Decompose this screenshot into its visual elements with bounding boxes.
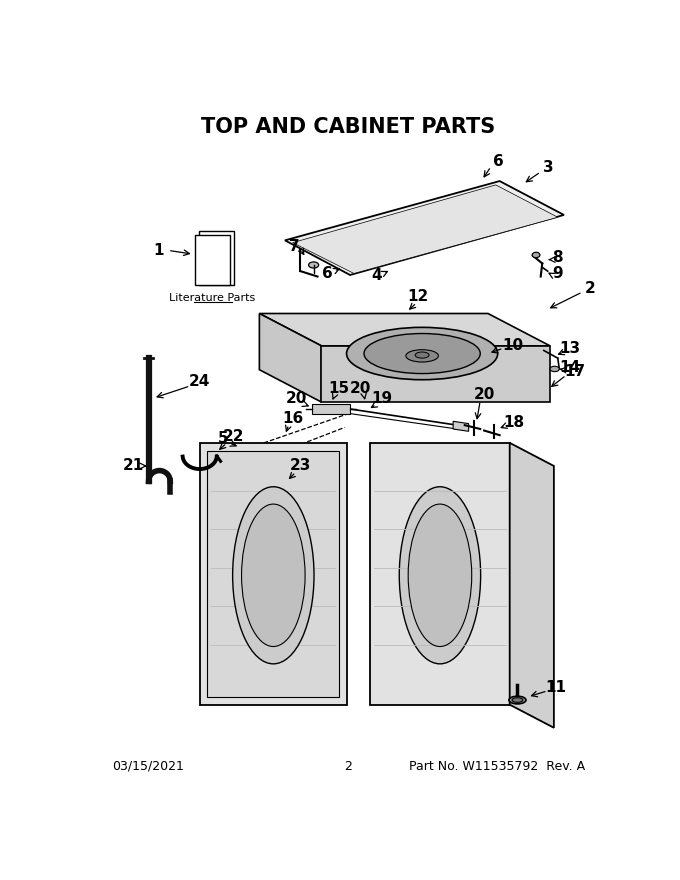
Text: 18: 18 — [503, 415, 524, 430]
Text: 8: 8 — [552, 250, 563, 265]
Text: 5: 5 — [218, 430, 228, 446]
Ellipse shape — [550, 366, 560, 371]
Ellipse shape — [241, 504, 305, 647]
Text: 9: 9 — [552, 266, 563, 281]
Text: 10: 10 — [503, 338, 524, 354]
Polygon shape — [259, 313, 322, 402]
Text: 2: 2 — [585, 282, 596, 297]
Ellipse shape — [233, 487, 314, 664]
Polygon shape — [322, 346, 550, 402]
Polygon shape — [370, 443, 510, 705]
Ellipse shape — [509, 696, 526, 704]
Text: 15: 15 — [328, 381, 349, 397]
Ellipse shape — [532, 253, 540, 258]
Text: Literature Parts: Literature Parts — [169, 293, 255, 303]
Ellipse shape — [512, 698, 523, 702]
Text: 19: 19 — [371, 392, 392, 407]
Ellipse shape — [415, 352, 429, 358]
Text: 7: 7 — [289, 239, 300, 254]
Polygon shape — [292, 185, 558, 274]
Text: 20: 20 — [473, 387, 495, 402]
Polygon shape — [510, 443, 554, 728]
Polygon shape — [312, 405, 350, 414]
Polygon shape — [453, 422, 469, 431]
Text: TOP AND CABINET PARTS: TOP AND CABINET PARTS — [201, 117, 496, 137]
Text: 4: 4 — [371, 268, 381, 282]
Polygon shape — [199, 231, 234, 285]
Ellipse shape — [406, 349, 439, 362]
Text: 2: 2 — [345, 759, 352, 773]
Polygon shape — [195, 235, 230, 285]
Text: 17: 17 — [564, 363, 585, 378]
Text: 12: 12 — [407, 289, 429, 304]
Polygon shape — [285, 181, 564, 275]
Text: 13: 13 — [560, 341, 581, 356]
Text: 14: 14 — [560, 360, 581, 375]
Text: 3: 3 — [543, 159, 554, 175]
Ellipse shape — [399, 487, 481, 664]
Text: 22: 22 — [223, 429, 245, 444]
Text: 20: 20 — [286, 392, 307, 407]
Text: 16: 16 — [282, 411, 303, 426]
Polygon shape — [207, 451, 339, 697]
Polygon shape — [200, 443, 347, 705]
Text: 21: 21 — [122, 458, 143, 473]
Text: 24: 24 — [189, 374, 210, 389]
Text: 6: 6 — [322, 266, 333, 281]
Text: 23: 23 — [290, 458, 311, 473]
Text: 03/15/2021: 03/15/2021 — [112, 759, 184, 773]
Text: 1: 1 — [154, 243, 164, 258]
Text: Part No. W11535792  Rev. A: Part No. W11535792 Rev. A — [409, 759, 585, 773]
Text: 20: 20 — [350, 381, 371, 397]
Polygon shape — [259, 313, 550, 346]
Text: 11: 11 — [546, 680, 566, 695]
Ellipse shape — [408, 504, 472, 647]
Ellipse shape — [309, 262, 319, 268]
Text: 6: 6 — [493, 153, 503, 169]
Ellipse shape — [364, 334, 480, 373]
Ellipse shape — [347, 327, 498, 380]
